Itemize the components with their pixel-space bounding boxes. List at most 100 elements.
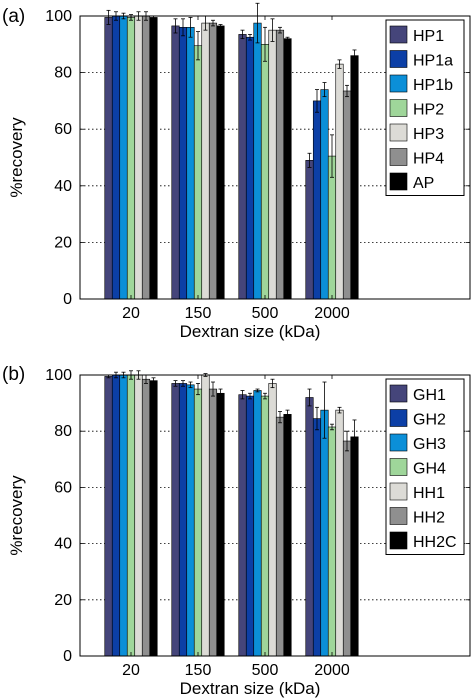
bar xyxy=(134,374,143,657)
y-tick-label: 40 xyxy=(54,178,72,195)
bar xyxy=(268,383,277,657)
bar xyxy=(335,409,344,657)
plot-frame xyxy=(79,15,471,300)
y-tick-label: 80 xyxy=(54,423,72,440)
bar xyxy=(245,36,255,300)
bar xyxy=(283,38,292,300)
y-tick-label: 60 xyxy=(54,121,72,138)
bar xyxy=(260,395,270,657)
y-tick-label: 40 xyxy=(54,536,72,553)
bar xyxy=(268,29,277,300)
y-tick-label: 20 xyxy=(54,592,72,609)
y-tick-label: 20 xyxy=(54,234,72,251)
y-axis-label: %recovery xyxy=(7,475,26,556)
bar xyxy=(178,27,188,300)
legend-swatch xyxy=(389,172,408,191)
legend-swatch xyxy=(389,123,408,142)
bar xyxy=(312,418,322,657)
y-tick-label: 60 xyxy=(54,479,72,496)
bar xyxy=(171,25,180,300)
bar xyxy=(275,29,285,300)
y-axis-label: %recovery xyxy=(7,117,26,198)
bar xyxy=(350,55,359,300)
legend-label: GH2 xyxy=(413,412,446,429)
bar xyxy=(149,17,158,300)
bar xyxy=(350,436,359,657)
bar xyxy=(320,89,329,300)
x-tick-label: 150 xyxy=(185,662,212,679)
legend-swatch xyxy=(389,433,408,452)
bar xyxy=(342,90,352,300)
bar xyxy=(245,395,255,657)
legend-label: HP2 xyxy=(413,102,444,119)
bar xyxy=(342,440,352,657)
bar xyxy=(238,394,247,657)
y-tick-label: 80 xyxy=(54,65,72,82)
bar xyxy=(119,374,128,657)
panel-label: (a) xyxy=(2,6,25,27)
chart-panel-b xyxy=(79,370,471,657)
bar xyxy=(208,22,218,300)
x-axis-label: Dextran size (kDa) xyxy=(180,679,321,698)
bar xyxy=(253,390,262,657)
bar xyxy=(193,45,203,300)
legend-label: AP xyxy=(413,175,434,192)
bar xyxy=(141,15,151,300)
chart-panel-a xyxy=(79,2,471,300)
bar xyxy=(171,383,180,657)
bar xyxy=(119,15,128,300)
legend-swatch xyxy=(389,458,408,476)
bar xyxy=(275,416,285,657)
bar xyxy=(126,374,136,657)
legend-swatch xyxy=(389,531,408,550)
bar xyxy=(216,392,225,657)
legend-swatch xyxy=(389,74,408,93)
bar xyxy=(104,376,113,657)
bar xyxy=(320,409,329,657)
y-tick-label: 100 xyxy=(45,367,72,384)
bar xyxy=(186,384,195,657)
bar xyxy=(126,17,136,300)
bar xyxy=(208,388,218,657)
bar xyxy=(327,426,337,657)
legend-label: HH2C xyxy=(413,534,457,551)
legend-swatch xyxy=(389,148,408,166)
legend-swatch xyxy=(389,50,408,68)
bar xyxy=(111,15,121,300)
bar xyxy=(193,388,203,657)
bar xyxy=(238,34,247,300)
legend-swatch xyxy=(389,384,408,403)
x-tick-label: 500 xyxy=(252,305,279,322)
bar xyxy=(305,160,314,300)
legend-label: HP1b xyxy=(413,77,453,94)
legend-label: HH1 xyxy=(413,485,445,502)
bar xyxy=(149,380,158,657)
bar xyxy=(201,374,210,657)
legend-swatch xyxy=(389,507,408,525)
legend-label: HP4 xyxy=(413,151,444,168)
legend-label: GH4 xyxy=(413,461,446,478)
y-tick-label: 0 xyxy=(63,291,72,308)
x-axis-label: Dextran size (kDa) xyxy=(180,322,321,341)
x-tick-label: 150 xyxy=(185,305,212,322)
legend-label: HP3 xyxy=(413,126,444,143)
legend-swatch xyxy=(389,482,408,501)
panel-label: (b) xyxy=(2,364,25,385)
bar xyxy=(104,17,113,300)
bar xyxy=(201,22,210,300)
legend-swatch xyxy=(389,99,408,117)
bar xyxy=(141,378,151,657)
y-tick-label: 100 xyxy=(45,8,72,25)
y-tick-label: 0 xyxy=(63,648,72,665)
x-tick-label: 2000 xyxy=(314,305,350,322)
plot-frame xyxy=(79,374,471,657)
bar xyxy=(305,397,314,657)
legend-label: HP1 xyxy=(413,28,444,45)
bar xyxy=(178,383,188,657)
x-tick-label: 20 xyxy=(122,305,140,322)
bar xyxy=(335,63,344,300)
bar xyxy=(253,22,262,300)
x-tick-label: 20 xyxy=(122,662,140,679)
x-tick-label: 2000 xyxy=(314,662,350,679)
